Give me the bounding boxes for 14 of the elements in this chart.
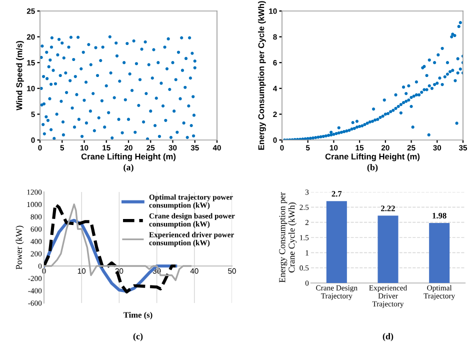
x-axis-title: Crane Lifting Height (m) [81,153,176,162]
y-axis-title: Power (kW) [16,226,24,270]
text: (c) [133,333,143,342]
text: (a) [124,164,134,172]
data-label: 2.22 [381,206,395,212]
x-axis-title: Time (s) [124,312,152,320]
x-axis-title: Crane Lifting Height (m) [325,153,420,162]
text: (d) [382,333,394,342]
y-axis-title: Energy Consumption per Crane Cycle (kWh) [279,192,297,283]
y-axis-title: Energy Consumption per Cycle (kWh) [258,1,266,150]
y-axis-title: Wind Speed (m/s) [16,40,24,110]
data-label: 1.98 [432,212,446,219]
data-label: 2.7 [332,191,342,197]
text: (b) [367,164,378,172]
